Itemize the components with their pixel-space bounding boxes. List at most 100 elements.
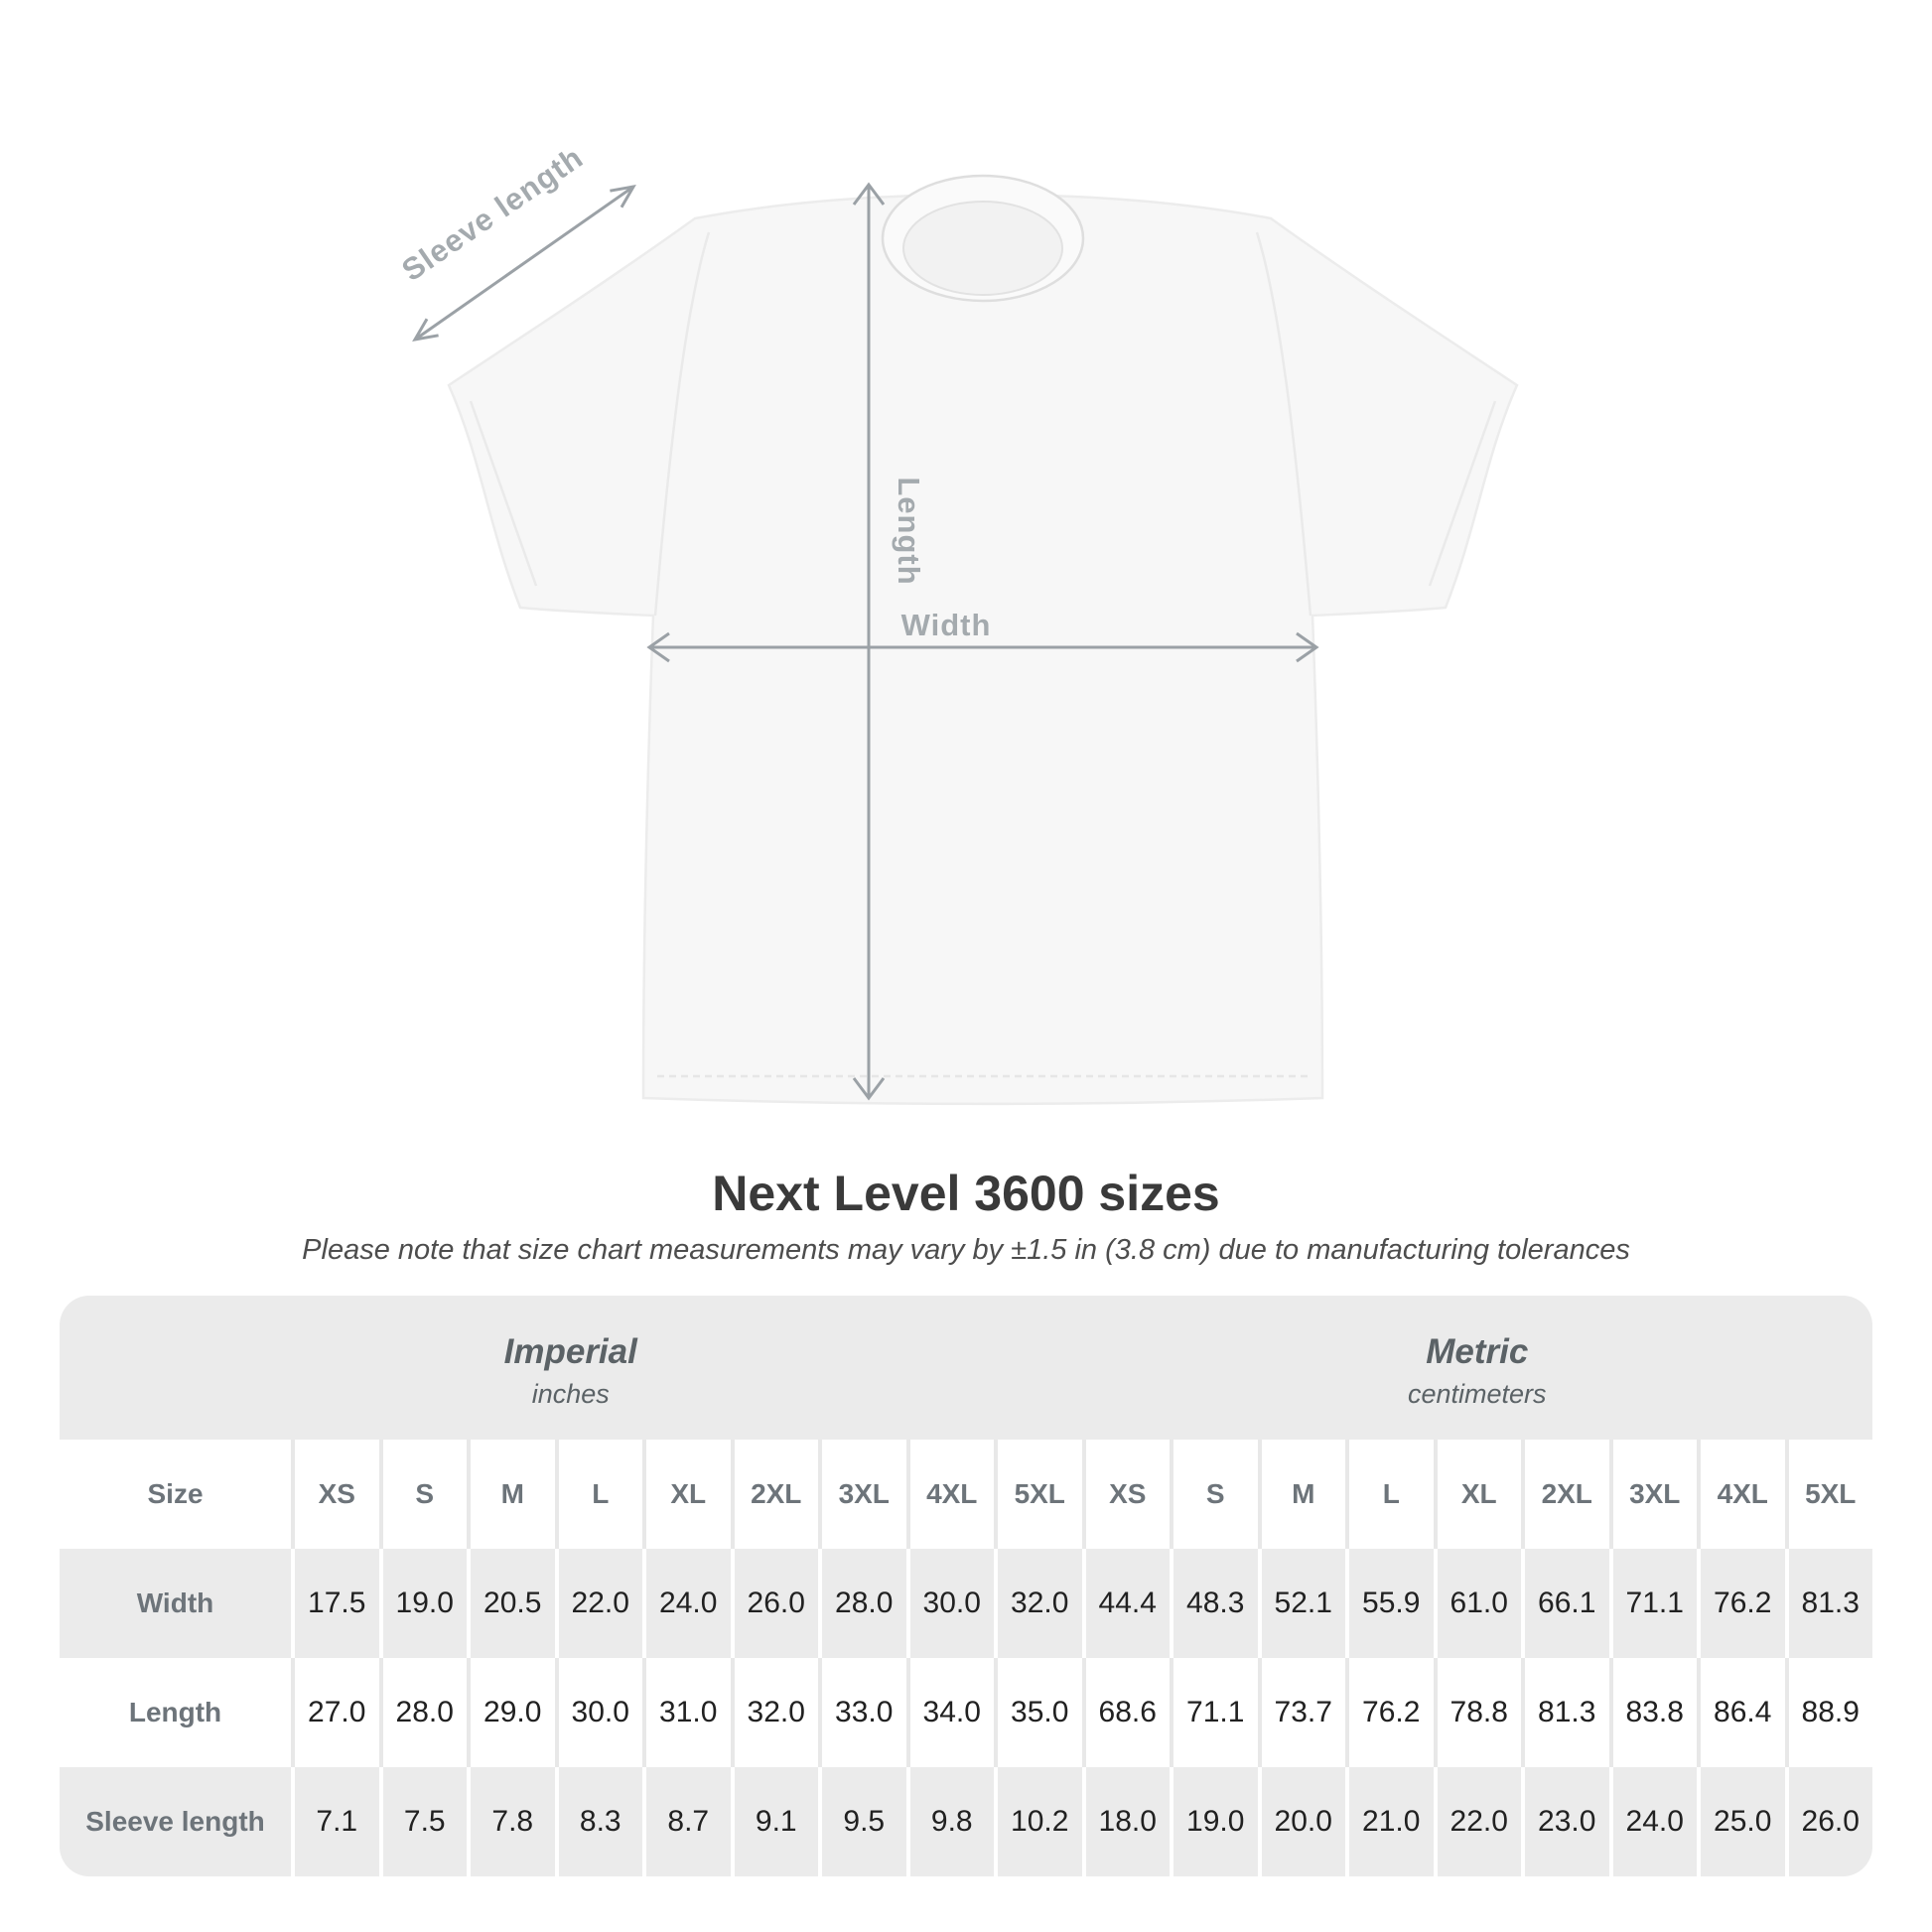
size-chart-table: Imperial inches Metric centimeters Size X… bbox=[60, 1296, 1872, 1876]
value-cell: 19.0 bbox=[378, 1549, 468, 1658]
right-cuff-stitch bbox=[1428, 400, 1497, 587]
sleeve-length-row: Sleeve length 7.1 7.5 7.8 8.3 8.7 9.1 9.5 9.8 10.… bbox=[60, 1767, 1872, 1876]
imperial-label: Imperial bbox=[503, 1331, 637, 1371]
size-column-header: L bbox=[1345, 1440, 1434, 1549]
size-column-header: 4XL bbox=[1697, 1440, 1785, 1549]
collar-inner bbox=[902, 201, 1063, 296]
value-cell: 26.0 bbox=[730, 1549, 819, 1658]
page-subtitle: Please note that size chart measurements… bbox=[302, 1234, 1630, 1266]
value-cell: 88.9 bbox=[1784, 1658, 1873, 1767]
imperial-sublabel: inches bbox=[531, 1378, 610, 1409]
value-cell: 32.0 bbox=[994, 1549, 1082, 1658]
value-cell: 9.5 bbox=[818, 1767, 906, 1876]
value-cell: 19.0 bbox=[1170, 1767, 1258, 1876]
size-header-row: Size XS S M L XL 2XL 3XL 4XL 5XL XS S M L XL 2XL 3XL 4XL 5… bbox=[60, 1440, 1872, 1549]
units-header-row: Imperial inches Metric centimeters bbox=[60, 1296, 1872, 1440]
width-row: Width 17.5 19.0 20.5 22.0 24.0 26.0 28.0 30.0 32.… bbox=[60, 1549, 1872, 1658]
tshirt-diagram: Sleeve length Length Width bbox=[395, 140, 1519, 1106]
size-column-header: 5XL bbox=[994, 1440, 1082, 1549]
length-row: Length 27.0 28.0 29.0 30.0 31.0 32.0 33.0 34.0 35… bbox=[60, 1658, 1872, 1767]
value-cell: 71.1 bbox=[1170, 1658, 1258, 1767]
measurement-row-label: Width bbox=[136, 1587, 214, 1618]
value-cell: 24.0 bbox=[642, 1549, 731, 1658]
value-cell: 7.5 bbox=[378, 1767, 468, 1876]
value-cell: 52.1 bbox=[1257, 1549, 1346, 1658]
imperial-header: Imperial inches bbox=[60, 1296, 1082, 1440]
width-arrow bbox=[646, 631, 1319, 663]
size-column-header: M bbox=[467, 1440, 555, 1549]
value-cell: 10.2 bbox=[994, 1767, 1082, 1876]
value-cell: 34.0 bbox=[905, 1658, 995, 1767]
value-cell: 48.3 bbox=[1170, 1549, 1258, 1658]
size-column-header: 4XL bbox=[905, 1440, 995, 1549]
metric-label: Metric bbox=[1426, 1331, 1529, 1371]
value-cell: 8.7 bbox=[642, 1767, 731, 1876]
value-cell: 71.1 bbox=[1608, 1549, 1698, 1658]
length-arrow bbox=[852, 182, 886, 1101]
value-cell: 86.4 bbox=[1697, 1658, 1785, 1767]
size-column-header: XL bbox=[642, 1440, 731, 1549]
measurement-row-label: Length bbox=[128, 1697, 222, 1727]
right-sleeve-seam bbox=[1255, 231, 1312, 617]
value-cell: 8.3 bbox=[554, 1767, 643, 1876]
value-cell: 68.6 bbox=[1081, 1658, 1171, 1767]
sleeve-length-arrow bbox=[412, 184, 636, 343]
value-cell: 23.0 bbox=[1521, 1767, 1609, 1876]
value-cell: 28.0 bbox=[378, 1658, 468, 1767]
value-cell: 76.2 bbox=[1697, 1549, 1785, 1658]
metric-header: Metric centimeters bbox=[1082, 1296, 1873, 1440]
value-cell: 83.8 bbox=[1608, 1658, 1698, 1767]
metric-sublabel: centimeters bbox=[1407, 1378, 1547, 1409]
size-column-header: 5XL bbox=[1784, 1440, 1873, 1549]
width-label: Width bbox=[901, 608, 992, 642]
size-column-header: XS bbox=[1081, 1440, 1171, 1549]
size-column-header: 2XL bbox=[1521, 1440, 1609, 1549]
value-cell: 78.8 bbox=[1433, 1658, 1522, 1767]
value-cell: 18.0 bbox=[1081, 1767, 1171, 1876]
value-cell: 22.0 bbox=[1433, 1767, 1522, 1876]
page-title: Next Level 3600 sizes bbox=[712, 1166, 1220, 1221]
size-column-header: S bbox=[1170, 1440, 1258, 1549]
value-cell: 76.2 bbox=[1345, 1658, 1434, 1767]
value-cell: 20.0 bbox=[1257, 1767, 1346, 1876]
left-cuff-stitch bbox=[469, 400, 538, 587]
length-label: Length bbox=[892, 477, 926, 585]
value-cell: 26.0 bbox=[1784, 1767, 1873, 1876]
value-cell: 31.0 bbox=[642, 1658, 731, 1767]
value-cell: 21.0 bbox=[1345, 1767, 1434, 1876]
size-column-header: L bbox=[554, 1440, 643, 1549]
size-corner-label: Size bbox=[147, 1478, 204, 1509]
value-cell: 25.0 bbox=[1697, 1767, 1785, 1876]
value-cell: 7.1 bbox=[291, 1767, 379, 1876]
size-column-header: 3XL bbox=[818, 1440, 906, 1549]
value-cell: 30.0 bbox=[554, 1658, 643, 1767]
value-cell: 22.0 bbox=[554, 1549, 643, 1658]
value-cell: 81.3 bbox=[1521, 1658, 1609, 1767]
value-cell: 29.0 bbox=[467, 1658, 555, 1767]
value-cell: 61.0 bbox=[1433, 1549, 1522, 1658]
value-cell: 73.7 bbox=[1257, 1658, 1346, 1767]
size-column-header: 2XL bbox=[730, 1440, 819, 1549]
size-column-header: XL bbox=[1433, 1440, 1522, 1549]
value-cell: 9.1 bbox=[730, 1767, 819, 1876]
value-cell: 32.0 bbox=[730, 1658, 819, 1767]
measurement-row-label: Sleeve length bbox=[85, 1806, 265, 1837]
value-cell: 7.8 bbox=[467, 1767, 555, 1876]
size-column-header: M bbox=[1257, 1440, 1346, 1549]
value-cell: 81.3 bbox=[1784, 1549, 1873, 1658]
value-cell: 17.5 bbox=[291, 1549, 379, 1658]
value-cell: 24.0 bbox=[1608, 1767, 1698, 1876]
size-column-header: 3XL bbox=[1608, 1440, 1698, 1549]
value-cell: 55.9 bbox=[1345, 1549, 1434, 1658]
tshirt-illustration bbox=[447, 174, 1519, 1106]
left-sleeve-seam bbox=[653, 231, 711, 617]
value-cell: 66.1 bbox=[1521, 1549, 1609, 1658]
value-cell: 28.0 bbox=[818, 1549, 906, 1658]
size-column-header: S bbox=[378, 1440, 468, 1549]
measurement-annotations bbox=[412, 182, 1319, 1101]
size-column-header: XS bbox=[291, 1440, 379, 1549]
value-cell: 20.5 bbox=[467, 1549, 555, 1658]
value-cell: 35.0 bbox=[994, 1658, 1082, 1767]
value-cell: 44.4 bbox=[1081, 1549, 1171, 1658]
